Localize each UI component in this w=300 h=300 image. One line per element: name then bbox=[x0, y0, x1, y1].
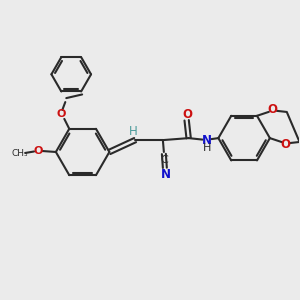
Text: H: H bbox=[203, 143, 212, 153]
Text: O: O bbox=[33, 146, 43, 156]
Text: O: O bbox=[268, 103, 278, 116]
Text: N: N bbox=[202, 134, 212, 147]
Text: H: H bbox=[129, 125, 137, 138]
Text: O: O bbox=[281, 138, 291, 151]
Text: O: O bbox=[57, 109, 66, 119]
Text: O: O bbox=[183, 108, 193, 121]
Text: CH₃: CH₃ bbox=[12, 149, 28, 158]
Text: N: N bbox=[161, 168, 171, 181]
Text: C: C bbox=[160, 155, 168, 165]
